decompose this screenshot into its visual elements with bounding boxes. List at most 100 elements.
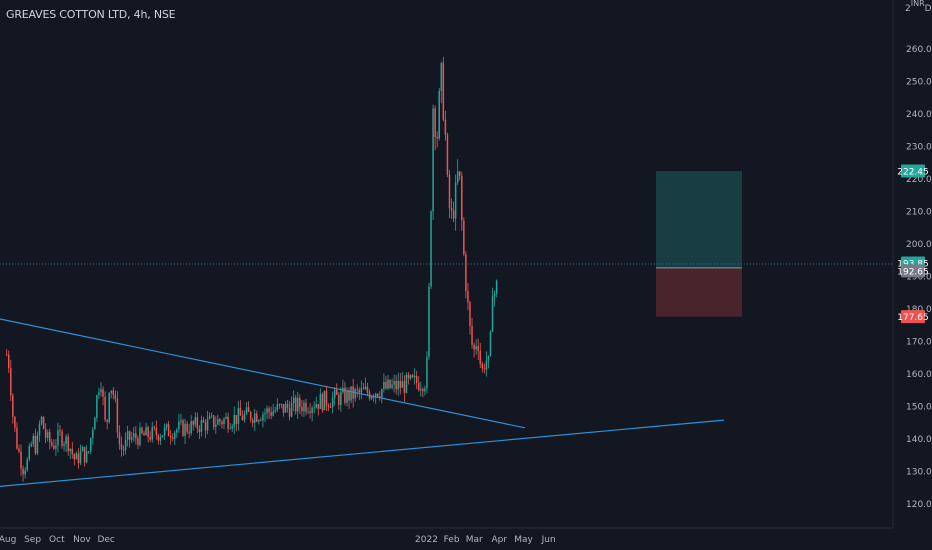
- candle-down: [469, 302, 471, 327]
- currency-unit: INR: [910, 0, 925, 8]
- price-tick-label: 180.00: [906, 305, 932, 315]
- candle-down: [422, 389, 424, 392]
- target-zone[interactable]: [656, 171, 742, 268]
- candle-down: [465, 254, 467, 292]
- candle-up: [354, 389, 356, 399]
- candle-up: [346, 390, 348, 403]
- price-tick-label: 240.00: [906, 110, 932, 120]
- candle-up: [208, 416, 211, 419]
- candle-up: [36, 435, 39, 454]
- candle-up: [493, 293, 496, 297]
- candle-down: [458, 171, 461, 176]
- candle-down: [327, 405, 330, 408]
- candle-up: [38, 423, 41, 436]
- candle-up: [63, 444, 65, 446]
- candle-down: [192, 421, 194, 425]
- candle-down: [122, 449, 125, 451]
- candle-down: [128, 431, 131, 440]
- candle-up: [165, 424, 168, 428]
- candle-down: [120, 444, 123, 450]
- candle-up: [94, 418, 96, 430]
- candle-down: [481, 363, 484, 369]
- symbol-title[interactable]: GREAVES COTTON LTD, 4h, NSE: [6, 8, 176, 21]
- candle-up: [184, 423, 186, 436]
- candle-down: [106, 419, 108, 423]
- candle-up: [65, 436, 67, 445]
- candle-down: [59, 430, 61, 432]
- candle-up: [69, 448, 71, 452]
- candle-down: [338, 394, 340, 405]
- trendline-lower[interactable]: [0, 419, 725, 488]
- trendline-upper[interactable]: [0, 318, 526, 429]
- time-tick-label: Sep: [24, 535, 41, 545]
- candle-down: [135, 433, 137, 439]
- time-tick-label: Apr: [492, 535, 508, 545]
- candle-down: [114, 394, 117, 399]
- candle-down: [434, 108, 436, 137]
- candle-up: [245, 407, 248, 414]
- price-tick-label: 150.00: [906, 403, 932, 413]
- candle-up: [333, 389, 336, 398]
- candle-down: [227, 416, 229, 429]
- candle-up: [26, 459, 28, 471]
- candle-down: [321, 394, 324, 411]
- candle-up: [438, 91, 440, 139]
- candle-down: [299, 397, 301, 407]
- candle-up: [426, 356, 428, 389]
- price-tick-label: 250.00: [906, 78, 932, 88]
- candle-up: [92, 429, 94, 439]
- candle-up: [272, 411, 274, 416]
- price-tick-label: 170.00: [906, 338, 932, 348]
- candle-down: [399, 380, 402, 388]
- candle-down: [415, 375, 418, 384]
- price-axis[interactable]: 120.00 130.00 140.00 150.00 160.00 170.00 180.…: [906, 45, 932, 510]
- candle-up: [237, 408, 240, 425]
- candle-down: [16, 427, 18, 449]
- candle-down: [376, 393, 379, 397]
- candle-up: [495, 280, 498, 294]
- candle-up: [311, 407, 313, 413]
- candle-down: [446, 134, 449, 175]
- candle-down: [42, 416, 45, 429]
- candle-up: [313, 407, 315, 409]
- candle-up: [46, 432, 49, 438]
- candle-down: [12, 395, 14, 417]
- candle-down: [48, 432, 51, 443]
- candle-up: [163, 427, 166, 436]
- price-tick-label: 260.00: [906, 45, 932, 55]
- candle-up: [374, 393, 377, 398]
- candle-down: [325, 390, 328, 406]
- stop-zone[interactable]: [656, 267, 742, 317]
- candle-up: [161, 435, 164, 438]
- price-tick-label: 190.00: [906, 273, 932, 283]
- candle-down: [116, 398, 119, 433]
- position-zones[interactable]: [656, 171, 742, 317]
- time-axis[interactable]: Aug Sep Oct Nov Dec 2022 Feb Mar Apr May Jun: [0, 535, 556, 545]
- candle-down: [448, 174, 451, 209]
- candle-up: [276, 404, 279, 411]
- candle-up: [364, 386, 367, 390]
- currency-unit-label[interactable]: 2INRD: [905, 0, 932, 14]
- candle-down: [395, 381, 397, 390]
- candle-down: [167, 424, 170, 437]
- candle-down: [407, 374, 410, 379]
- candle-up: [57, 430, 59, 446]
- candle-down: [14, 416, 16, 428]
- time-tick-label: Aug: [0, 535, 16, 545]
- candle-down: [141, 427, 143, 434]
- trendlines[interactable]: [0, 318, 725, 488]
- candle-down: [157, 434, 160, 441]
- candle-up: [223, 418, 225, 425]
- candle-down: [444, 119, 447, 135]
- candle-up: [30, 444, 33, 447]
- candle-down: [282, 404, 285, 413]
- candle-up: [405, 374, 408, 393]
- candle-down: [358, 390, 361, 393]
- candle-down: [186, 423, 188, 432]
- time-tick-label: Feb: [444, 535, 460, 545]
- candle-down: [77, 453, 80, 464]
- candle-down: [483, 368, 486, 370]
- candle-up: [340, 392, 342, 405]
- candle-down: [268, 408, 270, 413]
